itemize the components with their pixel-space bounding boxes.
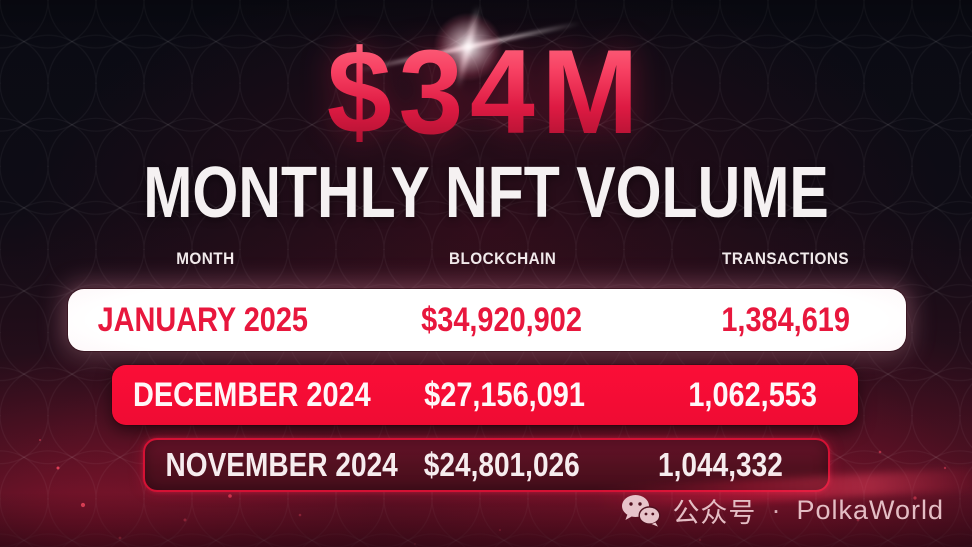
transactions-cell: 1,384,619	[721, 300, 851, 339]
transactions-cell: 1,062,553	[688, 375, 818, 414]
month-cell: NOVEMBER 2024	[165, 446, 398, 483]
column-header-transactions: TRANSACTIONS	[722, 249, 850, 268]
table-row-december-2024: DECEMBER 2024 $27,156,091 1,062,553	[112, 365, 858, 425]
transactions-cell: 1,044,332	[658, 446, 783, 483]
headline-amount: $34M	[0, 26, 972, 158]
table-header-row: MONTH BLOCKCHAIN TRANSACTIONS	[70, 249, 906, 269]
column-header-month: MONTH	[175, 249, 235, 268]
blockchain-cell: $27,156,091	[424, 375, 586, 414]
headline-amount-text: $34M	[326, 25, 646, 159]
watermark: 公众号 · PolkaWorld	[621, 491, 944, 530]
watermark-separator: ·	[771, 495, 782, 525]
month-cell: DECEMBER 2024	[132, 375, 371, 414]
blockchain-cell: $34,920,902	[421, 300, 583, 339]
page-title: MONTHLY NFT VOLUME	[0, 157, 972, 229]
column-header-blockchain: BLOCKCHAIN	[449, 249, 557, 268]
table-row-january-2025: JANUARY 2025 $34,920,902 1,384,619	[68, 289, 906, 351]
table-row-november-2024: NOVEMBER 2024 $24,801,026 1,044,332	[143, 438, 830, 492]
watermark-account-type: 公众号	[672, 498, 757, 528]
watermark-brand: PolkaWorld	[796, 495, 944, 525]
month-cell: JANUARY 2025	[97, 300, 309, 339]
wechat-icon	[622, 495, 661, 527]
page-title-text: MONTHLY NFT VOLUME	[143, 153, 829, 233]
blockchain-cell: $24,801,026	[423, 446, 580, 483]
